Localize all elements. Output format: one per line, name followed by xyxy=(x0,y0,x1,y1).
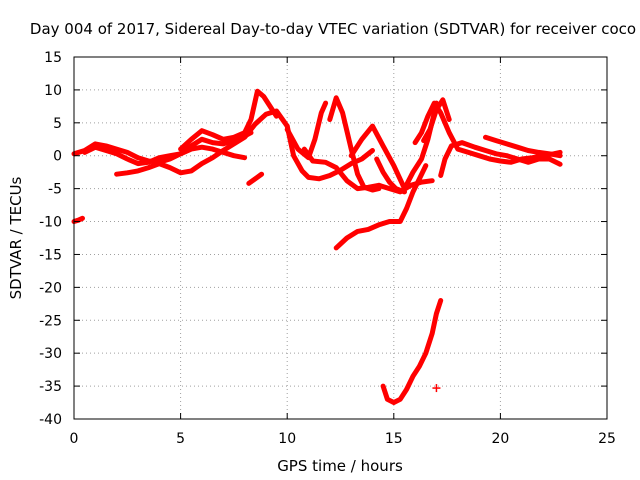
x-tick-label: 25 xyxy=(598,431,616,447)
y-tick-label: 15 xyxy=(44,50,62,66)
series-arc-5 xyxy=(178,88,279,152)
y-tick-label: -15 xyxy=(39,247,62,263)
data-series xyxy=(71,88,563,405)
y-axis-label: SDTVAR / TECUs xyxy=(7,176,25,299)
x-tick-label: 20 xyxy=(491,431,509,447)
series-arc-1 xyxy=(71,215,85,224)
y-tick-label: -5 xyxy=(48,182,62,198)
series-arc-6 xyxy=(246,171,265,186)
series-arc-8 xyxy=(284,100,329,161)
chart-title: Day 004 of 2017, Sidereal Day-to-day VTE… xyxy=(30,20,636,38)
series-arc-4 xyxy=(114,108,290,177)
y-tick-label: 5 xyxy=(53,116,62,132)
data-point-marker xyxy=(432,384,441,393)
series-arc-17 xyxy=(438,140,563,178)
series-arc-10 xyxy=(327,95,382,193)
y-tick-label: 0 xyxy=(53,149,62,165)
x-tick-label: 15 xyxy=(385,431,403,447)
series-arc-12 xyxy=(374,156,407,195)
x-tick-label: 0 xyxy=(70,431,79,447)
axis-ticks: 0 5 10 15 20 25 15 10 5 0 -5 -10 -15 -20 -25 -30 -35 -40 xyxy=(39,50,616,447)
y-tick-label: -30 xyxy=(39,346,62,362)
y-tick-label: -35 xyxy=(39,379,62,395)
x-axis-label: GPS time / hours xyxy=(277,457,403,475)
x-tick-label: 5 xyxy=(176,431,185,447)
y-tick-label: -40 xyxy=(39,412,62,428)
x-tick-label: 10 xyxy=(278,431,296,447)
y-tick-label: -25 xyxy=(39,313,62,329)
y-tick-label: 10 xyxy=(44,83,62,99)
series-arc-11 xyxy=(348,123,407,192)
series-arc-18 xyxy=(483,134,563,159)
series-arc-19 xyxy=(380,298,444,405)
series-arc-13 xyxy=(333,163,429,251)
series-arc-3 xyxy=(82,130,254,167)
series-arc-16 xyxy=(412,100,563,165)
plot-frame xyxy=(73,56,608,420)
y-tick-label: -10 xyxy=(39,215,62,231)
y-tick-label: -20 xyxy=(39,280,62,296)
